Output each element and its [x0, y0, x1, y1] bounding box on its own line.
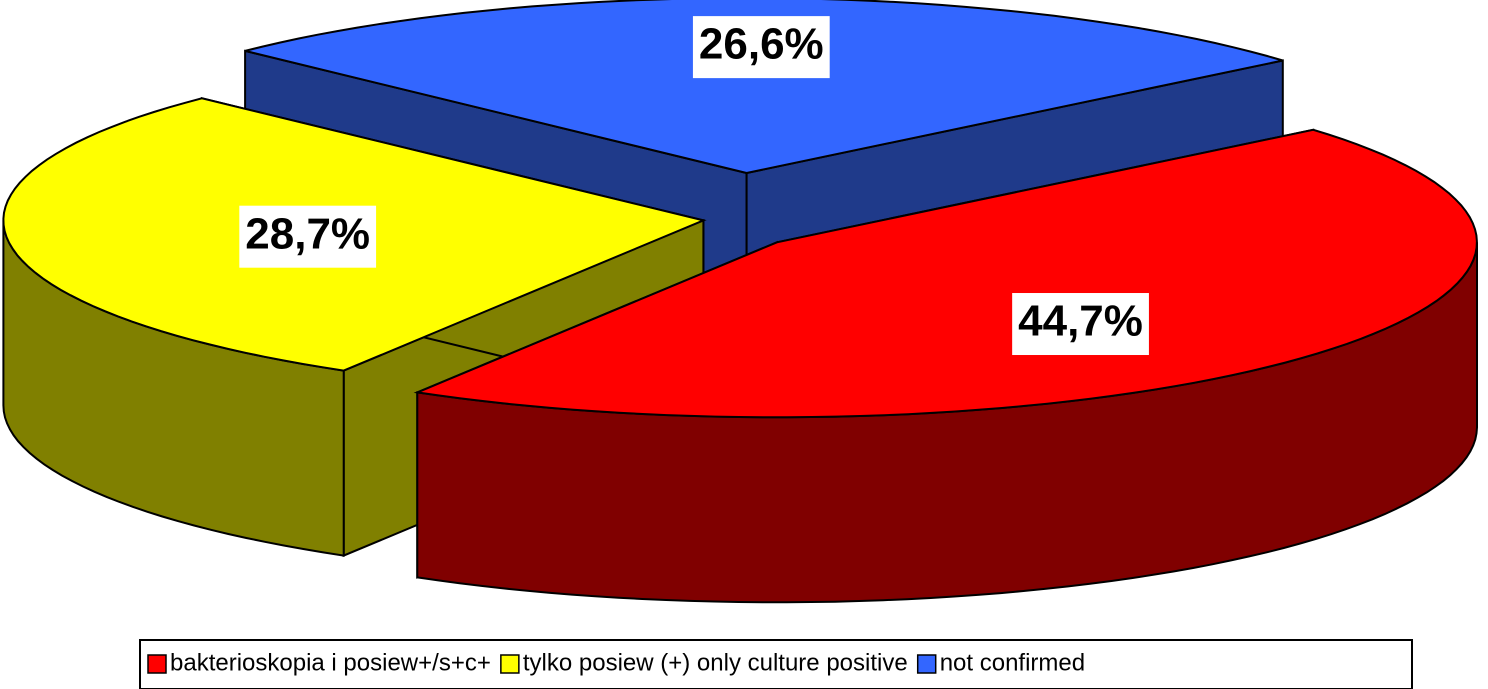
legend-label: not confirmed	[940, 649, 1085, 676]
legend-label: bakterioskopia i posiew+/s+c+	[170, 649, 491, 676]
slice	[244, 0, 1284, 175]
legend-swatch	[500, 654, 520, 674]
legend-label: tylko posiew (+) only culture positive	[523, 649, 908, 676]
value-label-bg	[692, 16, 830, 79]
value-label-bg	[239, 205, 377, 268]
legend-swatch	[916, 654, 937, 674]
value-label: 28,7%	[245, 209, 370, 258]
value-label-bg	[1012, 293, 1149, 356]
slice	[413, 128, 1478, 419]
value-label: 44,7%	[1018, 297, 1143, 346]
legend-box	[139, 639, 1413, 689]
value-label: 26,6%	[699, 20, 824, 69]
legend-swatch	[147, 654, 167, 674]
